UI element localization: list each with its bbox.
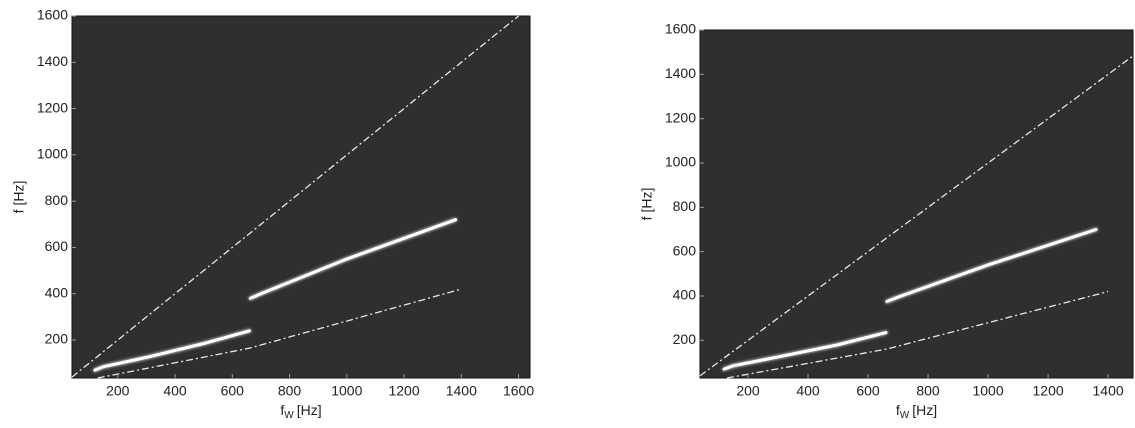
y-tick-label: 1000: [37, 146, 68, 162]
x-label-base: f: [896, 402, 900, 418]
x-axis-label: fW [Hz]: [280, 402, 321, 421]
x-tick-label: 1000: [972, 383, 1003, 399]
reference-line: [71, 15, 519, 378]
ridge-line: [885, 227, 1098, 304]
ridge-line: [93, 329, 251, 372]
y-tick-label: 200: [45, 331, 69, 347]
x-tick-label: 1400: [1093, 383, 1124, 399]
x-tick-label: 1600: [503, 383, 534, 399]
y-tick-label: 1200: [665, 109, 696, 125]
y-axis-label: f [Hz]: [639, 188, 655, 221]
x-tick-label: 200: [736, 383, 760, 399]
x-tick-label: 1400: [446, 383, 477, 399]
y-tick-label: 1000: [665, 154, 696, 170]
y-tick-label: 200: [673, 331, 697, 347]
y-tick-label: 1600: [665, 21, 696, 37]
x-label-unit: [Hz]: [912, 402, 937, 418]
y-tick-label: 400: [673, 287, 697, 303]
x-tick-label: 800: [916, 383, 940, 399]
x-tick-label: 600: [221, 383, 245, 399]
x-label-unit: [Hz]: [297, 402, 322, 418]
x-tick-label: 1200: [1033, 383, 1064, 399]
x-tick-label: 400: [163, 383, 187, 399]
y-tick-label: 1400: [37, 53, 68, 69]
reference-line: [726, 290, 1109, 379]
ridge-line: [248, 218, 458, 300]
x-tick-label: 1200: [388, 383, 419, 399]
x-label-subscript: W: [284, 410, 294, 421]
y-tick-label: 800: [673, 198, 697, 214]
x-tick-label: 400: [796, 383, 820, 399]
y-tick-label: 1200: [37, 99, 68, 115]
y-tick-label: 800: [45, 192, 69, 208]
y-tick-label: 600: [45, 238, 69, 254]
plot-area: [71, 15, 531, 379]
plot-area: [699, 29, 1134, 379]
x-label-base: f: [280, 402, 284, 418]
x-tick-label: 200: [106, 383, 130, 399]
x-label-subscript: W: [900, 410, 910, 421]
y-axis-label: f [Hz]: [11, 181, 27, 214]
y-tick-label: 600: [673, 242, 697, 258]
reference-line: [97, 288, 462, 379]
ridge-line: [722, 331, 888, 371]
y-tick-label: 400: [45, 284, 69, 300]
x-tick-label: 800: [278, 383, 302, 399]
x-tick-label: 600: [856, 383, 880, 399]
y-tick-label: 1600: [37, 7, 68, 23]
x-axis-label: fW [Hz]: [896, 402, 937, 421]
x-tick-label: 1000: [331, 383, 362, 399]
y-tick-label: 1400: [665, 65, 696, 81]
